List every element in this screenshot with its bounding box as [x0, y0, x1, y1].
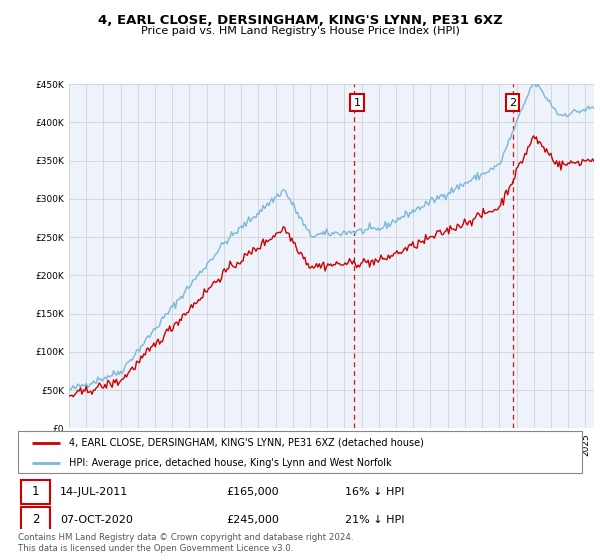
Text: 2: 2 [509, 98, 516, 108]
FancyBboxPatch shape [18, 431, 582, 473]
FancyBboxPatch shape [21, 480, 50, 503]
Text: 21% ↓ HPI: 21% ↓ HPI [345, 515, 404, 525]
Text: 1: 1 [32, 486, 39, 498]
Text: 4, EARL CLOSE, DERSINGHAM, KING'S LYNN, PE31 6XZ (detached house): 4, EARL CLOSE, DERSINGHAM, KING'S LYNN, … [69, 438, 424, 448]
Text: £245,000: £245,000 [227, 515, 280, 525]
Text: 14-JUL-2011: 14-JUL-2011 [60, 487, 128, 497]
Text: HPI: Average price, detached house, King's Lynn and West Norfolk: HPI: Average price, detached house, King… [69, 458, 391, 468]
Text: 2: 2 [32, 513, 39, 526]
Text: 4, EARL CLOSE, DERSINGHAM, KING'S LYNN, PE31 6XZ: 4, EARL CLOSE, DERSINGHAM, KING'S LYNN, … [98, 14, 502, 27]
FancyBboxPatch shape [21, 507, 50, 531]
Text: £165,000: £165,000 [227, 487, 280, 497]
Text: Price paid vs. HM Land Registry's House Price Index (HPI): Price paid vs. HM Land Registry's House … [140, 26, 460, 36]
Text: 07-OCT-2020: 07-OCT-2020 [60, 515, 133, 525]
Text: 1: 1 [354, 98, 361, 108]
Text: 16% ↓ HPI: 16% ↓ HPI [345, 487, 404, 497]
Text: Contains HM Land Registry data © Crown copyright and database right 2024.
This d: Contains HM Land Registry data © Crown c… [18, 533, 353, 553]
